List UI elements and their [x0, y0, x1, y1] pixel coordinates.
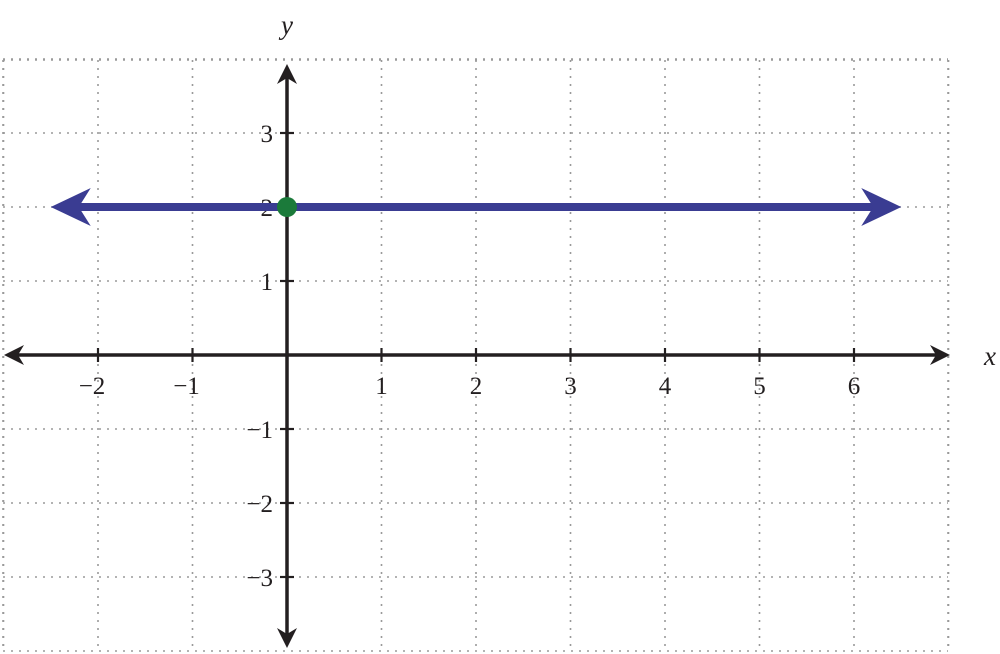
series-arrow-left: [50, 188, 91, 226]
y-intercept-point: [277, 197, 297, 217]
x-ticks: −2 −1 1 2 3 4 5 6: [79, 348, 861, 400]
y-tick-label: 3: [261, 121, 274, 148]
series: [50, 188, 902, 226]
y-axis-arrow-bottom: [277, 628, 297, 648]
x-tick-label: −2: [79, 373, 106, 400]
x-tick-label: 2: [470, 373, 483, 400]
x-tick-label: 3: [564, 373, 577, 400]
y-tick-label: −1: [246, 417, 273, 444]
y-axis-title: y: [278, 10, 293, 40]
x-tick-label: −1: [173, 373, 200, 400]
y-tick-label: −2: [246, 491, 273, 518]
x-tick-label: 6: [848, 373, 861, 400]
axes: −2 −1 1 2 3 4 5 6 −3 −2 −1 1 2 3 x y: [4, 10, 996, 648]
x-tick-label: 4: [659, 373, 672, 400]
x-tick-label: 5: [753, 373, 766, 400]
series-arrow-right: [861, 188, 902, 226]
x-tick-label: 1: [375, 373, 388, 400]
y-tick-label: 1: [261, 269, 274, 296]
x-axis-title: x: [983, 341, 996, 371]
y-axis-arrow-top: [277, 64, 297, 84]
y-tick-label: −3: [246, 565, 273, 592]
x-axis-arrow-left: [4, 345, 24, 365]
x-axis-arrow-right: [930, 345, 950, 365]
points: [277, 197, 297, 217]
